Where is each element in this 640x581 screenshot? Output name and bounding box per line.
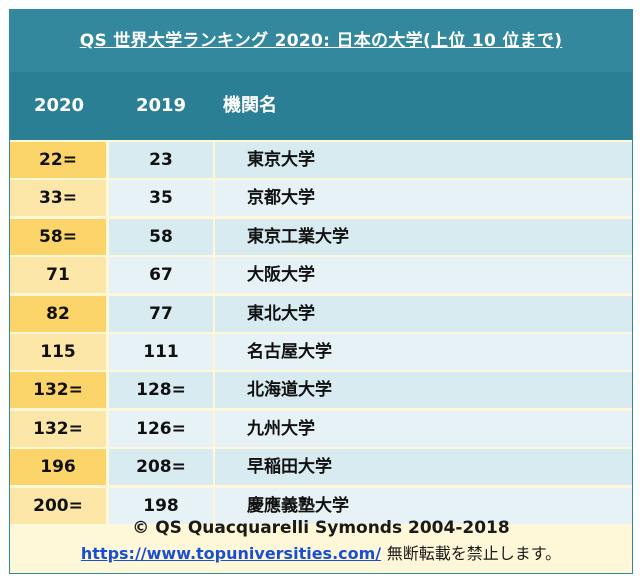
- source-line: https://www.topuniversities.com/ 無断転載を禁止…: [10, 541, 632, 567]
- footer: © QS Quacquarelli Symonds 2004-2018 http…: [10, 512, 632, 572]
- institution-name: 京都大学: [247, 188, 315, 209]
- table-row: 58= 58 東京工業大学: [10, 218, 632, 257]
- institution-name: 大阪大学: [247, 265, 315, 286]
- table-body: 22= 23 東京大学 33= 35 京都大学 58= 58 東京工業大学 71…: [10, 142, 632, 526]
- rank-2020: 200=: [10, 487, 106, 524]
- ranking-table: QS 世界大学ランキング 2020: 日本の大学(上位 10 位まで) 2020…: [9, 9, 633, 574]
- institution-name: 東京大学: [247, 150, 315, 170]
- institution-cell: 北海道大学: [215, 372, 632, 409]
- institution-cell: 東京大学: [215, 142, 632, 178]
- rank-2019: 35: [109, 180, 213, 217]
- institution-cell: 九州大学: [215, 410, 632, 447]
- institution-name: 東京工業大学: [247, 226, 349, 247]
- table-row: 22= 23 東京大学: [10, 142, 632, 180]
- institution-name: 九州大学: [247, 418, 315, 439]
- institution-cell: 京都大学: [215, 180, 632, 217]
- rank-2019: 198: [109, 487, 213, 524]
- table-title: QS 世界大学ランキング 2020: 日本の大学(上位 10 位まで): [10, 10, 632, 72]
- rank-2019: 126=: [109, 410, 213, 447]
- rank-2020: 71: [10, 257, 106, 294]
- institution-name: 早稲田大学: [247, 457, 332, 478]
- institution-cell: 大阪大学: [215, 257, 632, 294]
- institution-name: 慶應義塾大学: [247, 495, 349, 516]
- rank-2019: 128=: [109, 372, 213, 409]
- header-2020: 2020: [33, 95, 85, 116]
- institution-name: 北海道大学: [247, 380, 332, 401]
- header-2019: 2019: [135, 95, 187, 116]
- rank-2020: 82: [10, 295, 106, 332]
- institution-cell: 東北大学: [215, 295, 632, 332]
- table-row: 132= 128= 北海道大学: [10, 372, 632, 410]
- institution-name: 名古屋大学: [247, 341, 332, 362]
- rank-2019: 77: [109, 295, 213, 332]
- institution-name: 東北大学: [247, 303, 315, 324]
- rank-2020: 22=: [10, 142, 106, 178]
- rank-2019: 111: [109, 333, 213, 370]
- reprint-notice: 無断転載を禁止します。: [386, 544, 562, 563]
- table-row: 82 77 東北大学: [10, 295, 632, 334]
- rank-2020: 196: [10, 449, 106, 486]
- rank-2019: 58: [109, 218, 213, 255]
- institution-cell: 早稲田大学: [215, 449, 632, 486]
- rank-2020: 132=: [10, 372, 106, 409]
- rank-2020: 115: [10, 333, 106, 370]
- table-row: 71 67 大阪大学: [10, 257, 632, 295]
- table-row: 200= 198 慶應義塾大学: [10, 487, 632, 526]
- table-row: 132= 126= 九州大学: [10, 410, 632, 449]
- copyright-text: © QS Quacquarelli Symonds 2004-2018: [132, 518, 510, 538]
- rank-2019: 208=: [109, 449, 213, 486]
- rank-2020: 33=: [10, 180, 106, 217]
- rank-2020: 58=: [10, 218, 106, 255]
- institution-cell: 東京工業大学: [215, 218, 632, 255]
- table-row: 115 111 名古屋大学: [10, 333, 632, 372]
- table-row: 196 208= 早稲田大学: [10, 449, 632, 487]
- rank-2019: 23: [109, 142, 213, 178]
- header-institution: 機関名: [223, 95, 277, 116]
- source-link[interactable]: https://www.topuniversities.com/: [80, 544, 382, 563]
- rank-2020: 132=: [10, 410, 106, 447]
- table-row: 33= 35 京都大学: [10, 180, 632, 218]
- rank-2019: 67: [109, 257, 213, 294]
- institution-cell: 慶應義塾大学: [215, 487, 632, 524]
- header-row: 2020 2019 機関名: [10, 72, 632, 140]
- institution-cell: 名古屋大学: [215, 333, 632, 370]
